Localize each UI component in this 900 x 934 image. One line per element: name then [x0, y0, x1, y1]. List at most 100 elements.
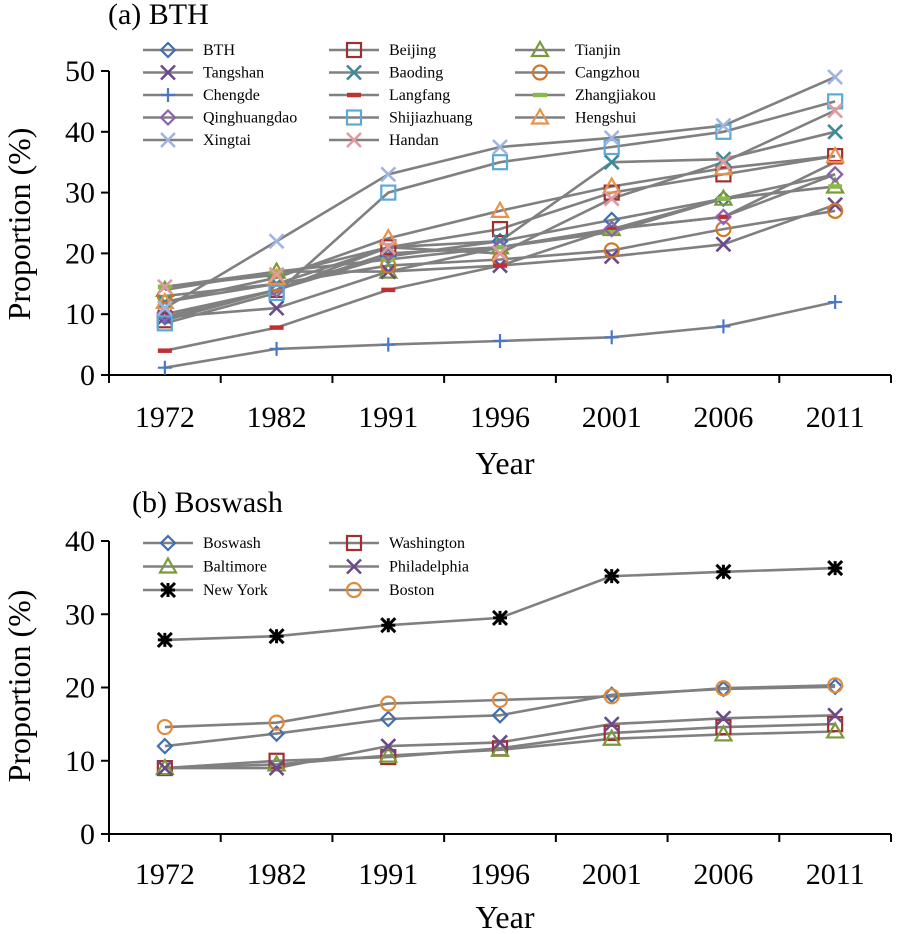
data-point [825, 721, 846, 739]
data-point [714, 208, 732, 226]
data-point [156, 737, 174, 755]
y-tick-label: 0 [80, 818, 95, 851]
data-point [268, 714, 285, 731]
data-point [826, 165, 844, 183]
data-point [491, 220, 509, 238]
data-point [156, 760, 173, 776]
y-tick-label: 40 [65, 525, 95, 558]
data-point [156, 278, 173, 295]
y-tick-label: 30 [65, 177, 95, 210]
y-tick-label: 20 [65, 672, 95, 705]
data-point [490, 739, 510, 757]
legend-marker [530, 39, 550, 58]
x-tick-label: 2011 [806, 858, 865, 891]
legend-label: Boswash [203, 535, 261, 552]
y-tick-label: 0 [80, 359, 95, 392]
data-point [156, 300, 173, 317]
legend-label: Cangzhou [575, 65, 640, 82]
legend-marker [160, 64, 176, 81]
data-point [268, 760, 285, 776]
data-point [603, 716, 620, 733]
data-point [827, 123, 844, 140]
data-point [380, 748, 397, 766]
legend-label: Hengshui [575, 110, 637, 127]
legend-marker [159, 108, 177, 127]
series-markers [154, 560, 846, 777]
chart-panel-bth: (a) BTH Proportion (%) Year 0 10 20 30 40 50 1… [1, 0, 892, 481]
legend: BTH Beijing Tianjin Tangshan Baoding Cangzhou… [143, 39, 656, 149]
data-point [715, 680, 732, 697]
series-line [164, 566, 836, 642]
y-tick-label: 50 [65, 55, 95, 88]
data-point [268, 725, 286, 743]
series-line [164, 685, 836, 748]
data-point [601, 176, 622, 194]
x-tick-label: 1991 [358, 858, 418, 891]
data-point [380, 166, 397, 183]
legend-label: Tianjin [575, 42, 621, 59]
data-point [491, 609, 509, 626]
legend-label: Xingtai [203, 132, 252, 149]
data-point [156, 631, 173, 648]
data-point [827, 102, 844, 119]
x-tick-label: 1996 [470, 858, 530, 891]
data-point [603, 154, 620, 171]
data-point [713, 724, 734, 742]
legend-marker [345, 534, 363, 552]
y-tick-label: 20 [65, 237, 95, 270]
legend-label: Beijing [389, 42, 436, 59]
x-tick-label: 2006 [693, 401, 753, 434]
data-point [603, 220, 621, 238]
legend-marker [346, 64, 362, 81]
legend-item: Zhangjiakou [515, 87, 656, 104]
legend-label: Baltimore [203, 559, 267, 576]
data-point [603, 129, 620, 146]
x-tick-label: 1996 [470, 401, 530, 434]
legend-marker [161, 88, 175, 102]
legend-marker [345, 581, 363, 599]
legend-label: Qinghuangdao [203, 110, 297, 127]
data-point [156, 718, 173, 736]
data-point [381, 337, 396, 352]
x-axis-label: Year [476, 445, 535, 481]
y-axis-label: Proportion (%) [1, 590, 37, 783]
series-line [164, 161, 836, 352]
data-point [156, 315, 173, 332]
x-tick-label: 1982 [247, 858, 307, 891]
data-point [380, 695, 397, 712]
legend-label: Shijiazhuang [389, 110, 473, 127]
data-point [268, 628, 285, 645]
y-axis-label: Proportion (%) [1, 128, 37, 321]
data-point [827, 677, 844, 694]
legend-item: Handan [329, 132, 439, 149]
legend-marker [159, 41, 177, 59]
legend-marker [346, 558, 362, 575]
legend-item: Shijiazhuang [329, 109, 473, 127]
data-point [268, 233, 285, 250]
legend-marker [159, 581, 177, 599]
data-point [603, 190, 620, 207]
data-point [827, 69, 844, 85]
legend-label: New York [203, 582, 268, 599]
data-point [715, 563, 732, 580]
data-point [827, 93, 844, 110]
legend-marker [346, 132, 362, 148]
data-point [491, 691, 509, 709]
legend-label: Handan [389, 132, 439, 149]
x-tick-label: 2001 [582, 858, 642, 891]
data-point [827, 707, 844, 724]
data-point [490, 200, 510, 218]
axes: 0 10 20 30 40 50 1972 1982 1991 1996 2001 2006 2011 [65, 55, 892, 434]
x-tick-label: 1991 [358, 401, 418, 434]
data-point [603, 242, 620, 259]
data-point [378, 745, 399, 763]
data-point [154, 757, 175, 776]
legend-marker [159, 534, 177, 552]
data-point [492, 139, 508, 155]
legend-item: Tianjin [515, 39, 621, 59]
chart-title: (a) BTH [108, 0, 209, 31]
legend-label: Zhangjiakou [575, 87, 656, 104]
legend-item: New York [143, 581, 268, 599]
data-point [604, 330, 619, 345]
